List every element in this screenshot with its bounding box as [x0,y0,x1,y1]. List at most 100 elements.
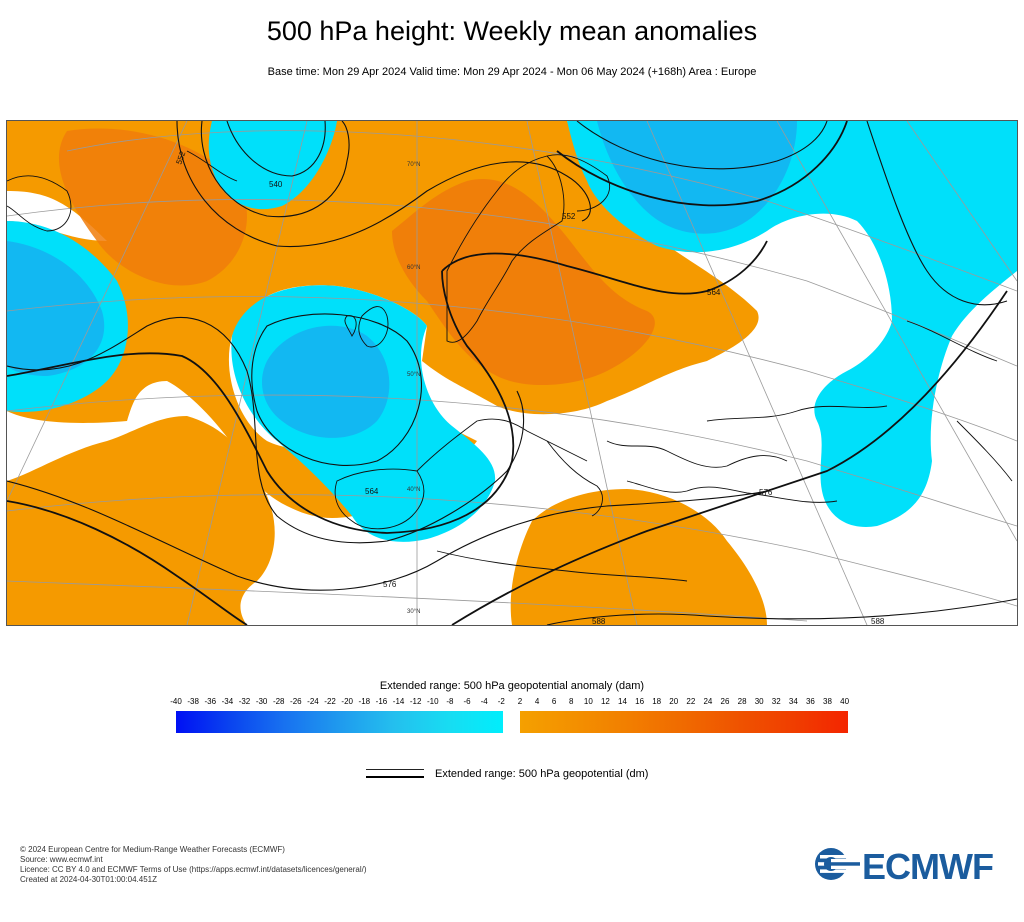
strong-negative-anomaly-russia [597,121,797,234]
latitude-label: 40°N [407,487,420,493]
footer-source: Source: www.ecmwf.int [20,855,103,864]
colorbar-tick-label: -18 [358,697,371,706]
contour-588-west [7,500,248,625]
colorbar-tick-label: 8 [569,697,574,706]
colorbar-tick-label: 22 [686,697,696,706]
colorbar-tick-label: -12 [409,697,422,706]
contour-552-iberia-low [251,313,422,466]
positive-anomaly-mediterranean [510,489,767,625]
latitude-label: 30°N [407,609,420,615]
strong-negative-anomaly-iberia-low [262,325,390,438]
ecmwf-logo[interactable]: ECMWF [814,846,1006,887]
contour-576 [7,480,768,591]
colorbar-negative [176,711,503,733]
contour-line-legend-swatch [366,766,426,782]
colorbar-tick-label: -40 [170,697,182,706]
colorbar-tick-labels: -40 -38 -36 -34 -32 -30 -28 -26 -24 -22 -20 -18 -16-… [168,697,858,709]
colorbar-tick-label: 2 [517,697,523,706]
contour-label: 552 [562,212,576,221]
colorbar-tick-label: 32 [771,697,781,706]
contour-588-south [546,598,1017,625]
contour-russia-2 [576,121,828,170]
latitude-label: 50°N [407,372,420,378]
contour-label: 588 [871,617,885,625]
colorbar-tick-label: -36 [204,697,217,706]
colorbar-tick-label: -8 [446,697,454,706]
ecmwf-logo-text: ECMWF [862,846,994,887]
footer: © 2024 European Centre for Medium-Range … [20,845,367,885]
contour-inner-north [226,121,326,177]
colorbar-tick-label: 10 [583,697,593,706]
colorbar-tick-label: 30 [754,697,764,706]
contour-576-east [451,290,1008,625]
colorbar-tick-label: 12 [600,697,610,706]
footer-created: Created at 2024-04-30T01:00:04.451Z [20,875,157,884]
ecmwf-logo-icon [815,848,860,880]
colorbar-tick-label: 28 [737,697,747,706]
contour-552-northern [176,121,591,248]
colorbar-tick-label: -32 [238,697,251,706]
strong-positive-anomaly-scandinavia [392,179,655,386]
contour-label: 588 [592,617,606,625]
contour-line-legend-label: Extended range: 500 hPa geopotential (dm… [435,768,649,780]
colorbar-tick-label: -38 [187,697,199,706]
graticule [7,121,1017,625]
colorbar-tick-label: -2 [497,697,505,706]
map-canvas: 540 552 552 564 564 576 576 588 588 70°N… [7,121,1017,625]
contour-564-east [441,240,768,295]
contour-564-main [7,270,515,534]
colorbar-tick-label: -26 [290,697,302,706]
colorbar-tick-label: -34 [221,697,234,706]
contour-564-west [7,317,525,544]
contour-label: 564 [707,288,721,297]
contour-label: 576 [759,488,773,497]
colorbar-tick-label: -10 [427,697,439,706]
colorbar-tick-label: 6 [551,697,557,706]
strong-positive-anomaly-atlantic [58,128,247,286]
colorbar-tick-label: 18 [652,697,662,706]
colorbar-tick-label: 40 [840,697,850,706]
contour-540-greenland [200,121,350,218]
colorbar-tick-label: 26 [720,697,730,706]
colorbar-tick-label: -4 [480,697,488,706]
colorbar-tick-label: -30 [255,697,268,706]
chart-title: 500 hPa height: Weekly mean anomalies [266,16,758,46]
chart-subtitle: Base time: Mon 29 Apr 2024 Valid time: M… [267,66,757,78]
coastlines [7,150,1013,582]
positive-anomaly-areas [7,121,767,625]
contour-label: 552 [174,150,187,166]
colorbar-tick-label: 38 [823,697,832,706]
latitude-label: 60°N [407,265,420,271]
negative-anomaly-areas [7,121,1017,542]
footer-copyright: © 2024 European Centre for Medium-Range … [20,845,285,854]
colorbar-tick-label: 14 [618,697,627,706]
colorbar-tick-label: 36 [805,697,815,706]
contour-far-east [866,121,1008,306]
colorbar-tick-label: 24 [703,697,713,706]
colorbar-tick-label: -24 [307,697,319,706]
contour-labels: 540 552 552 564 564 576 576 588 588 [174,150,884,625]
footer-licence: Licence: CC BY 4.0 and ECMWF Terms of Us… [20,865,367,874]
strong-negative-anomaly-west-atlantic [7,241,105,376]
latitude-labels: 70°N 60°N 50°N 40°N 30°N [407,162,420,615]
anomaly-legend-title: Extended range: 500 hPa geopotential ano… [379,680,645,692]
colorbar-tick-label: -22 [324,697,336,706]
colorbar-tick-label: -20 [341,697,353,706]
colorbar-tick-label: -28 [272,697,285,706]
contour-label: 576 [383,580,397,589]
contour-label: 564 [365,487,379,496]
contour-russia [556,121,848,207]
colorbar-tick-label: 34 [788,697,798,706]
colorbar-tick-label: -16 [375,697,388,706]
colorbar-tick-label: 20 [669,697,679,706]
negative-anomaly-greenland [208,121,337,210]
colorbar-tick-label: 4 [534,697,540,706]
anomaly-map[interactable]: 540 552 552 564 564 576 576 588 588 70°N… [6,120,1018,626]
geopotential-contours [7,121,1017,625]
positive-anomaly-west-atlantic [7,416,275,625]
colorbar-tick-label: -14 [392,697,405,706]
contour-label: 540 [269,180,283,189]
colorbar-tick-label: -6 [463,697,471,706]
latitude-label: 70°N [407,162,420,168]
colorbar-positive [520,711,848,733]
